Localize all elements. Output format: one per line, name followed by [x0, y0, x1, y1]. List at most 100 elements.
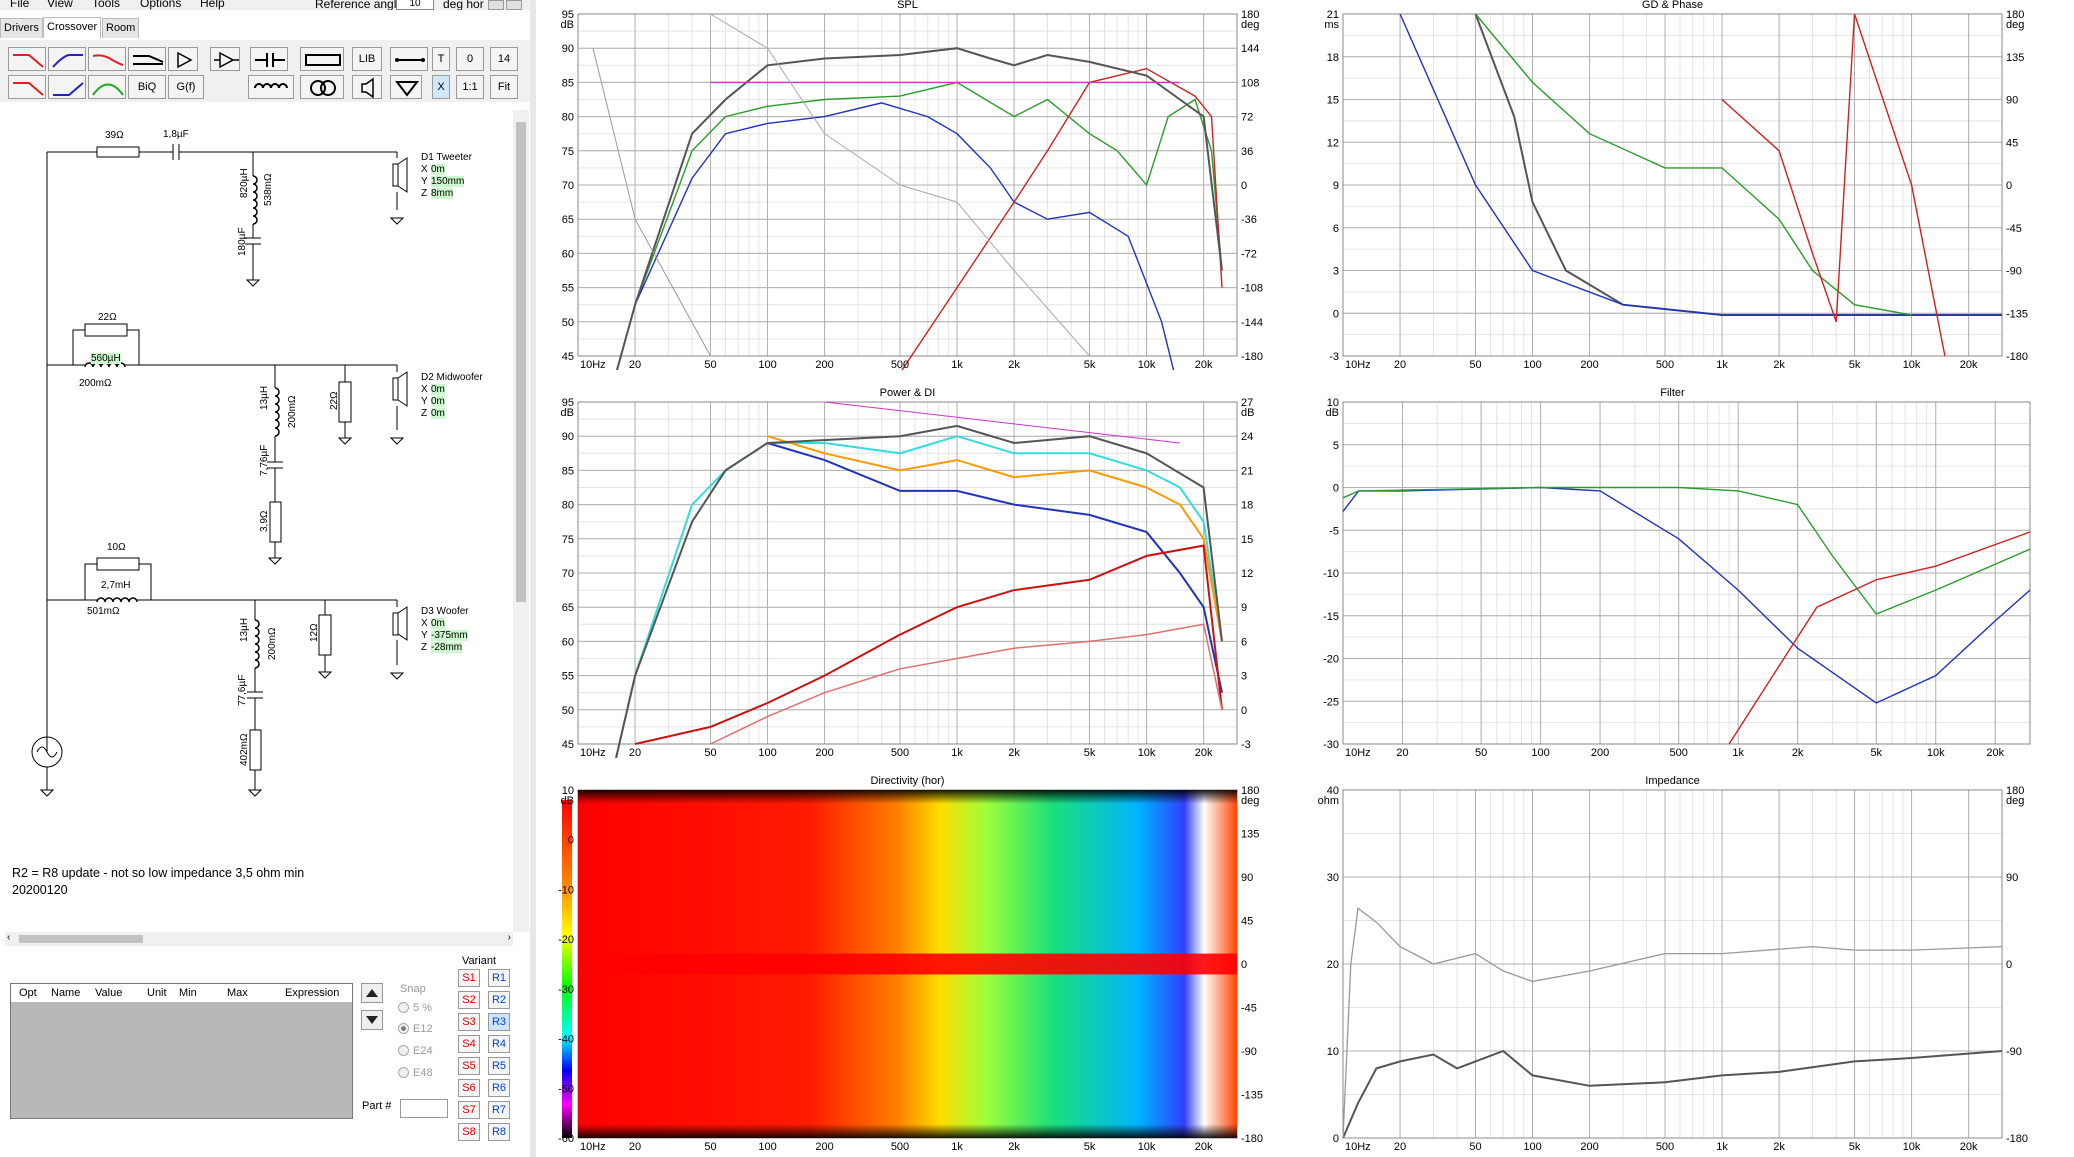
filter-x-tick: 20 — [1396, 747, 1408, 758]
col-min: Min — [179, 987, 197, 999]
highpass-red-button[interactable] — [8, 47, 46, 71]
x-toggle-button[interactable]: X — [432, 75, 450, 99]
snap-option-5[interactable]: 5 % — [398, 1002, 432, 1014]
radio-selected-icon[interactable] — [398, 1023, 409, 1034]
move-down-button[interactable] — [361, 1010, 383, 1030]
reference-angle-input[interactable]: 10 — [396, 0, 434, 10]
directivity-right-tick: 0 — [1241, 959, 1247, 971]
variant-r2-button[interactable]: R2 — [488, 991, 510, 1009]
variant-s6-button[interactable]: S6 — [458, 1079, 480, 1097]
inductor-button[interactable] — [248, 75, 294, 99]
biquad-button[interactable]: BiQ — [128, 75, 166, 99]
schematic-horizontal-scrollbar[interactable]: ‹ › — [5, 932, 513, 946]
spl-x-tick: 200 — [815, 359, 833, 370]
filter-graph[interactable]: Filter 10 5 0 -5 -10 -15 -20 -25 -30 dB 10Hz 20 50 100… — [1305, 387, 2040, 758]
scroll-left-icon[interactable]: ‹ — [7, 932, 11, 943]
tab-crossover[interactable]: Crossover — [43, 17, 102, 38]
angle-spinner[interactable] — [488, 0, 504, 10]
variant-r4-button[interactable]: R4 — [488, 1035, 510, 1053]
snap-option-e48[interactable]: E48 — [398, 1067, 433, 1079]
lowpass-blue-button[interactable] — [48, 47, 86, 71]
one-to-one-button[interactable]: 1:1 — [456, 75, 484, 99]
gd-graph[interactable]: GD & Phase 21 18 15 12 9 6 3 0 -3 ms 180 135 90 45 0 -45… — [1305, 0, 2040, 370]
l3r-label: 200mΩ — [287, 395, 298, 429]
directivity-graph[interactable]: Directivity (hor) 10 0 -10 -20 -30 -40 -50 -60 dB… — [540, 775, 1275, 1152]
radio-icon[interactable] — [398, 1045, 409, 1056]
buffer-button[interactable] — [210, 47, 240, 71]
highpass-red2-button[interactable] — [8, 75, 46, 99]
snap-option-e12[interactable]: E12 — [398, 1023, 433, 1035]
menu-tools[interactable]: Tools — [92, 0, 121, 10]
optimizer-table[interactable]: Opt Name Value Unit Min Max Expression — [10, 983, 353, 1119]
impedance-graph[interactable]: Impedance 40 30 20 10 0 ohm 180 90 0 -90 -180 deg 10H… — [1305, 775, 2040, 1152]
capacitor-button[interactable] — [250, 47, 288, 71]
fourteen-button[interactable]: 14 — [490, 47, 518, 71]
power-left-unit: dB — [561, 407, 574, 419]
radio-icon[interactable] — [398, 1002, 409, 1013]
bandpass-red-button[interactable] — [88, 47, 126, 71]
l2-label[interactable]: 560µH — [91, 353, 121, 364]
filter-x-tick: 100 — [1531, 747, 1549, 758]
variant-s3-button[interactable]: S3 — [458, 1013, 480, 1031]
tweeter-z[interactable]: 8mm — [431, 188, 454, 199]
part-number-input[interactable] — [400, 1099, 448, 1118]
midwoofer-y[interactable]: 0m — [431, 396, 445, 407]
variant-r7-button[interactable]: R7 — [488, 1101, 510, 1119]
variant-s5-button[interactable]: S5 — [458, 1057, 480, 1075]
schematic-vertical-scrollbar[interactable] — [513, 110, 529, 932]
variant-r6-button[interactable]: R6 — [488, 1079, 510, 1097]
menu-view[interactable]: View — [47, 0, 73, 10]
variant-s8-button[interactable]: S8 — [458, 1123, 480, 1141]
tab-room[interactable]: Room — [102, 18, 140, 38]
menu-file[interactable]: File — [10, 0, 30, 10]
variant-s7-button[interactable]: S7 — [458, 1101, 480, 1119]
panel-divider[interactable] — [530, 0, 536, 1157]
tab-drivers[interactable]: Drivers — [0, 18, 43, 38]
horizontal-scroll-thumb[interactable] — [19, 935, 143, 943]
amplifier-button[interactable] — [168, 47, 198, 71]
move-up-button[interactable] — [361, 983, 383, 1003]
woofer-y[interactable]: -375mm — [431, 630, 468, 641]
notch-button[interactable] — [128, 47, 166, 71]
gf-button[interactable]: G(f) — [168, 75, 204, 99]
variant-r8-button[interactable]: R8 — [488, 1123, 510, 1141]
power-graph[interactable]: Power & DI 95 90 85 80 75 70 65 60 55 50 45 dB 27 24 21… — [540, 387, 1275, 758]
zero-button[interactable]: 0 — [456, 47, 484, 71]
lowpass-blue2-button[interactable] — [48, 75, 86, 99]
variant-s2-button[interactable]: S2 — [458, 991, 480, 1009]
angle-dropdown[interactable] — [506, 0, 522, 10]
radio-icon[interactable] — [398, 1067, 409, 1078]
variant-r3-button[interactable]: R3 — [488, 1013, 510, 1031]
schematic-canvas[interactable]: 39Ω 1,8µF 820µH 538mΩ 180µF D1 Tweeter X… — [5, 110, 513, 930]
midwoofer-x[interactable]: 0m — [431, 384, 445, 395]
impedance-left-tick: 0 — [1333, 1133, 1339, 1145]
snap-option-e24[interactable]: E24 — [398, 1045, 433, 1057]
tweeter-x[interactable]: 0m — [431, 164, 445, 175]
variant-r1-button[interactable]: R1 — [488, 969, 510, 987]
woofer-x[interactable]: 0m — [431, 618, 445, 629]
vertical-scroll-thumb[interactable] — [516, 122, 526, 602]
wire-button[interactable] — [390, 47, 428, 71]
menu-help[interactable]: Help — [200, 0, 225, 10]
schematic-note[interactable]: R2 = R8 update - not so low impedance 3,… — [12, 865, 304, 899]
variant-r5-button[interactable]: R5 — [488, 1057, 510, 1075]
variant-s4-button[interactable]: S4 — [458, 1035, 480, 1053]
bandpass-green-button[interactable] — [88, 75, 126, 99]
driver-button[interactable] — [352, 75, 382, 99]
variant-s1-button[interactable]: S1 — [458, 969, 480, 987]
text-button[interactable]: T — [432, 47, 450, 71]
midwoofer-z[interactable]: 0m — [431, 408, 445, 419]
scroll-right-icon[interactable]: › — [507, 932, 511, 943]
tweeter-y[interactable]: 150mm — [431, 176, 465, 187]
menu-options[interactable]: Options — [140, 0, 182, 10]
ground-button[interactable] — [390, 75, 422, 99]
spl-graph[interactable]: SPL 95 90 85 80 75 70 65 60 55 50 45 dB 180 144 108 72 36… — [540, 0, 1275, 370]
library-button[interactable]: LIB — [352, 47, 382, 71]
spl-left-tick: 45 — [562, 351, 574, 363]
transformer-button[interactable] — [300, 75, 344, 99]
fit-button[interactable]: Fit — [490, 75, 518, 99]
spl-x-tick: 20k — [1195, 359, 1213, 370]
resistor-button[interactable] — [300, 47, 344, 71]
woofer-z[interactable]: -28mm — [431, 642, 463, 653]
gd-left-tick: 21 — [1327, 9, 1339, 21]
